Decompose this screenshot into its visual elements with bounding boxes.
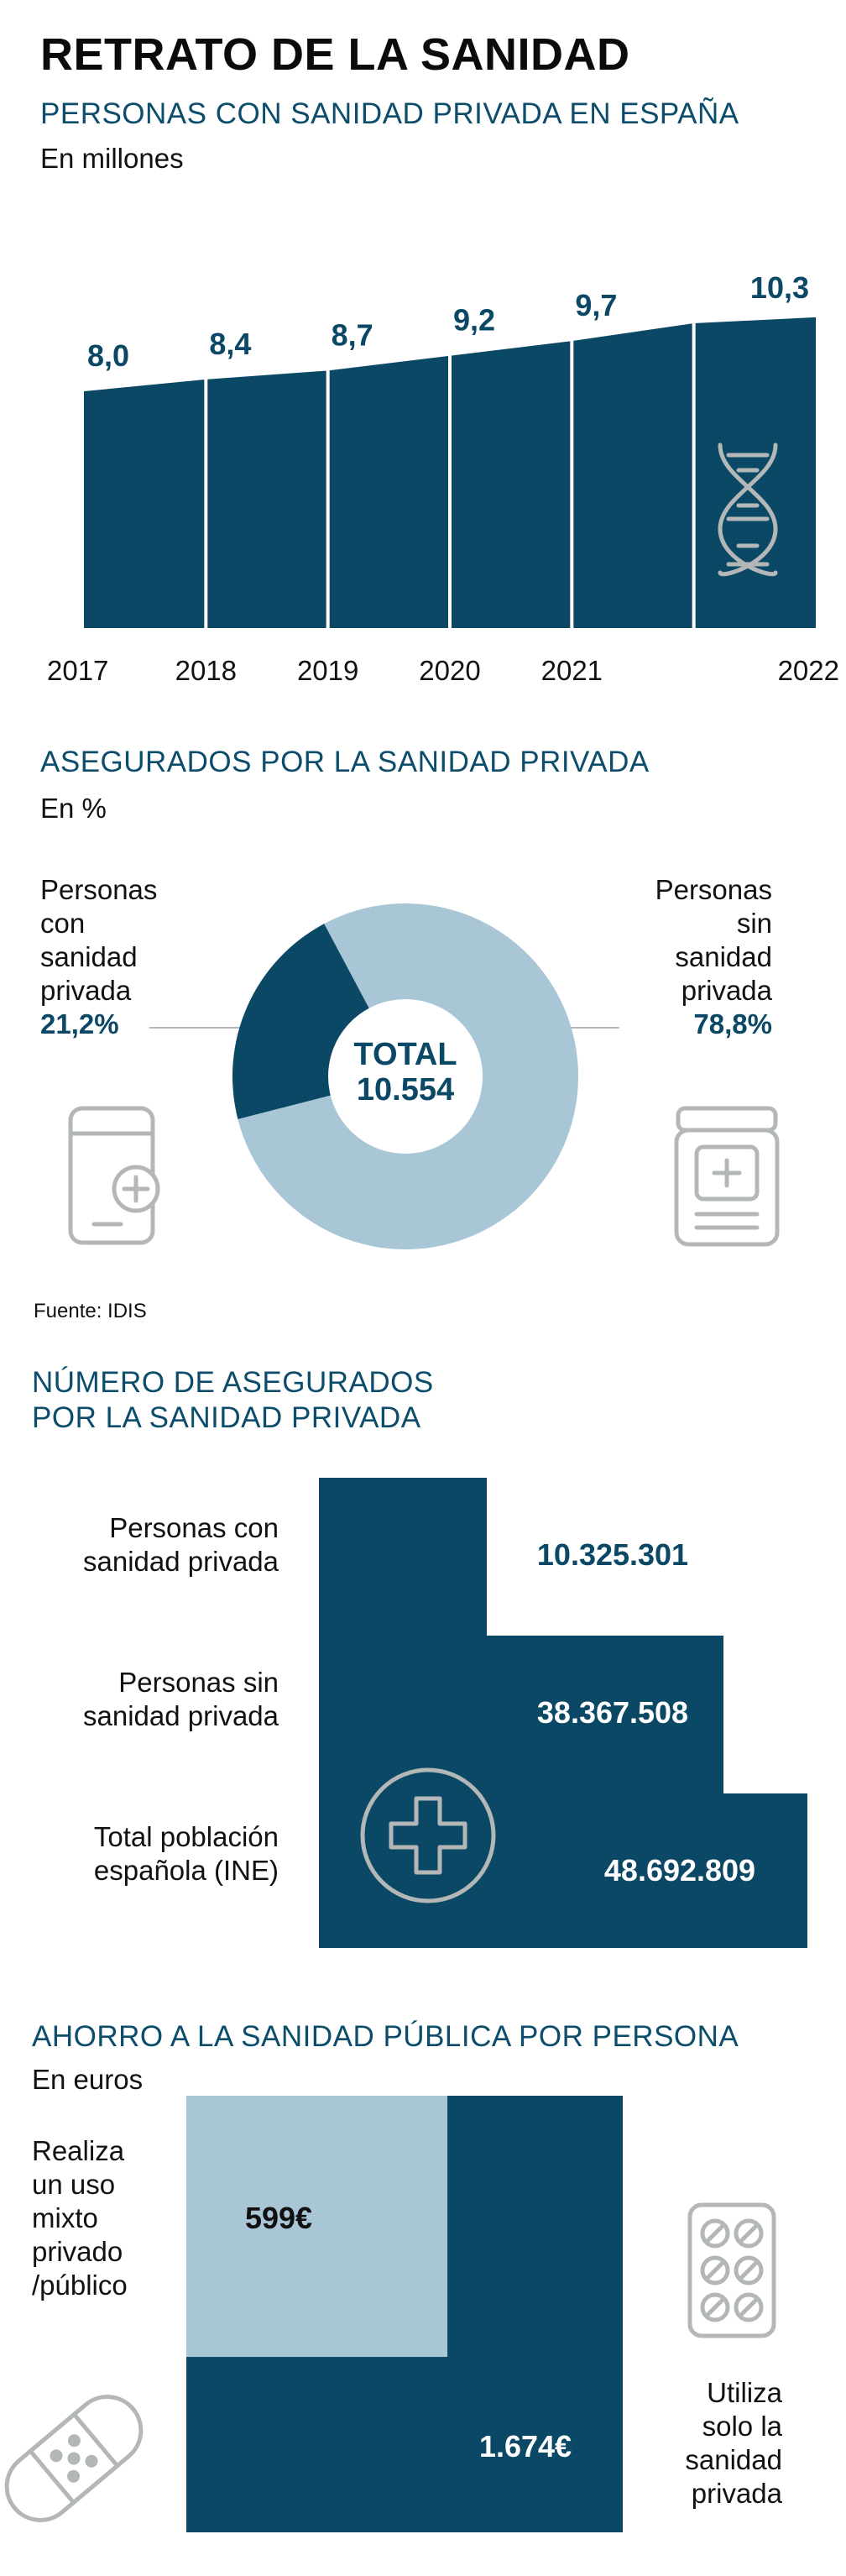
savings-small-value: 599€ — [245, 2201, 312, 2235]
area-segment — [693, 317, 816, 628]
health-cross-icon — [360, 1767, 496, 1903]
area-x-label: 2022 — [778, 655, 839, 686]
area-value-label: 9,2 — [453, 303, 495, 338]
area-segment — [572, 322, 694, 628]
savings-small-square — [186, 2096, 448, 2358]
stair-label-2: Personas sin sanidad privada — [83, 1667, 279, 1731]
donut-center-label: TOTAL — [353, 1037, 457, 1072]
page-title: RETRATO DE LA SANIDAD — [40, 29, 630, 80]
stair-value-2: 38.367.508 — [537, 1695, 688, 1730]
stair-label-3: Total población española (INE) — [93, 1821, 279, 1886]
area-x-label: 2017 — [47, 655, 108, 686]
area-x-label: 2021 — [541, 655, 603, 686]
section1-title: PERSONAS CON SANIDAD PRIVADA EN ESPAÑA — [40, 97, 739, 130]
area-chart: 8,0 8,4 8,7 9,2 9,7 10,3 2017 2018 2019 2020 2021… — [47, 270, 839, 686]
area-value-label: 8,7 — [332, 317, 373, 352]
area-x-labels: 2017 2018 2019 2020 2021 2022 — [47, 655, 839, 686]
area-dividers — [204, 321, 696, 628]
donut-right-value: 78,8% — [693, 1008, 772, 1039]
stair-bar — [319, 1793, 807, 1948]
section4-title: AHORRO A LA SANIDAD PÚBLICA POR PERSONA — [32, 2020, 739, 2053]
area-segment — [450, 341, 572, 628]
area-x-label: 2020 — [419, 655, 480, 686]
stair-bars — [319, 1478, 807, 1948]
donut-left-label: Personas con sanidad privada 21,2% — [40, 874, 158, 1039]
section4-unit: En euros — [32, 2064, 144, 2095]
area-fill-group — [84, 317, 816, 628]
area-x-label: 2018 — [175, 655, 237, 686]
bandage-icon — [4, 2395, 144, 2522]
donut-chart: TOTAL 10.554 — [68, 903, 780, 1249]
area-value-label: 10,3 — [750, 270, 809, 305]
stair-value-3: 48.692.809 — [604, 1853, 755, 1887]
donut-center-value: 10.554 — [357, 1072, 454, 1107]
donut-right-label: Personas sin sanidad privada 78,8% — [621, 873, 772, 1041]
pill-pack-icon — [687, 2202, 776, 2338]
savings-big-value: 1.674€ — [479, 2429, 572, 2463]
section2-unit: En % — [40, 793, 107, 824]
stair-label-1: Personas con sanidad privada — [83, 1512, 279, 1577]
area-segment — [84, 379, 206, 628]
section1-unit: En millones — [40, 143, 184, 174]
medicine-jar-icon — [674, 1106, 780, 1247]
area-value-label: 8,4 — [209, 327, 251, 361]
source-note: Fuente: IDIS — [34, 1300, 147, 1322]
donut-left-value: 21,2% — [40, 1008, 119, 1039]
savings-right-label: Utiliza solo la sanidad privada — [685, 2377, 782, 2509]
section3-title: NÚMERO DE ASEGURADOS POR LA SANIDAD PRIV… — [32, 1366, 434, 1434]
savings-left-label: Realiza un uso mixto privado /público — [32, 2135, 128, 2301]
area-x-label: 2019 — [297, 655, 358, 686]
savings-squares — [186, 2096, 623, 2532]
stair-value-1: 10.325.301 — [537, 1537, 688, 1572]
area-value-label: 9,7 — [575, 288, 617, 322]
stair-chart: 10.325.301 38.367.508 48.692.809 — [319, 1478, 807, 1948]
mobile-health-icon — [68, 1106, 160, 1245]
area-value-label: 8,0 — [87, 338, 129, 373]
area-value-labels: 8,0 8,4 8,7 9,2 9,7 10,3 — [87, 270, 809, 373]
area-segment — [327, 355, 450, 628]
dna-icon — [718, 442, 778, 577]
section2-title: ASEGURADOS POR LA SANIDAD PRIVADA — [40, 746, 650, 778]
area-segment — [206, 370, 328, 628]
savings-chart: 599€ 1.674€ — [4, 2096, 776, 2532]
donut-hole — [328, 999, 483, 1154]
